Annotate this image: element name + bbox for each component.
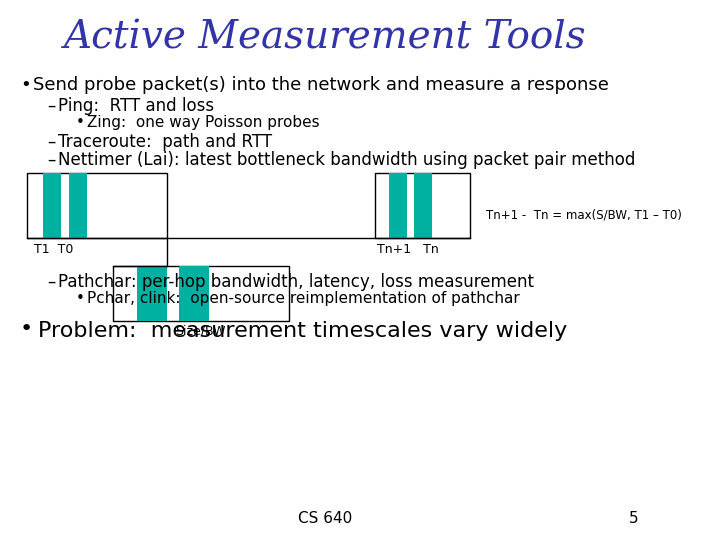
Text: Tn+1 -  Tn = max(S/BW, T1 – T0): Tn+1 - Tn = max(S/BW, T1 – T0) <box>485 209 681 222</box>
Text: Zing:  one way Poisson probes: Zing: one way Poisson probes <box>87 115 320 130</box>
Text: •: • <box>20 319 33 339</box>
Bar <box>414 173 432 238</box>
Text: Tn+1   Tn: Tn+1 Tn <box>377 243 438 256</box>
Text: –: – <box>47 133 55 151</box>
Text: –: – <box>47 273 55 291</box>
Bar <box>113 266 289 321</box>
Text: Active Measurement Tools: Active Measurement Tools <box>64 19 587 57</box>
Bar <box>138 266 167 321</box>
Text: Size/BW: Size/BW <box>176 325 226 338</box>
Text: •: • <box>76 291 85 306</box>
Bar <box>389 173 407 238</box>
Bar <box>179 266 209 321</box>
Text: Pchar, clink:  open-source reimplementation of pathchar: Pchar, clink: open-source reimplementati… <box>87 291 520 306</box>
Text: –: – <box>47 97 55 115</box>
Bar <box>43 173 61 238</box>
Text: •: • <box>76 115 85 130</box>
Text: Nettimer (Lai): latest bottleneck bandwidth using packet pair method: Nettimer (Lai): latest bottleneck bandwi… <box>58 151 635 169</box>
Text: T1  T0: T1 T0 <box>35 243 73 256</box>
Text: 5: 5 <box>629 511 639 526</box>
Bar <box>68 173 87 238</box>
Bar <box>27 173 167 238</box>
Text: CS 640: CS 640 <box>298 511 353 526</box>
Text: Problem:  measurement timescales vary widely: Problem: measurement timescales vary wid… <box>38 321 567 341</box>
Text: •: • <box>20 76 31 94</box>
Text: –: – <box>47 151 55 169</box>
Text: Pathchar: per-hop bandwidth, latency, loss measurement: Pathchar: per-hop bandwidth, latency, lo… <box>58 273 534 291</box>
Bar <box>375 173 470 238</box>
Text: Send probe packet(s) into the network and measure a response: Send probe packet(s) into the network an… <box>32 76 608 94</box>
Text: Traceroute:  path and RTT: Traceroute: path and RTT <box>58 133 272 151</box>
Text: Ping:  RTT and loss: Ping: RTT and loss <box>58 97 214 115</box>
